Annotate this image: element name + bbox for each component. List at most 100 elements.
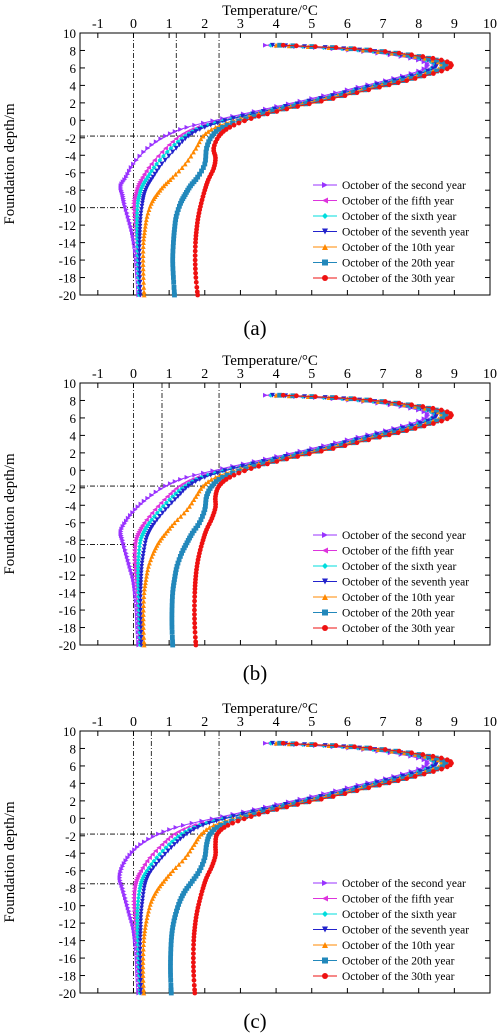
data-point [194,284,200,290]
data-point [251,811,257,817]
data-point [170,139,175,145]
data-point [256,113,262,119]
data-point [134,223,140,229]
data-point [172,142,177,148]
data-point [271,804,277,810]
data-point [173,570,178,576]
data-point [131,161,136,167]
data-point [173,912,178,917]
data-point [417,71,423,76]
x-tick-label: 6 [344,367,351,382]
x-tick-label: 5 [308,715,315,730]
data-point [211,131,217,137]
data-point [172,577,177,582]
data-point [183,486,189,491]
data-point [207,831,213,837]
data-point [136,603,142,608]
data-point [139,905,144,911]
data-point [172,842,177,847]
data-point [191,528,197,534]
y-tick-label: -18 [59,621,76,636]
data-point [141,171,147,177]
data-point [149,168,155,174]
data-point [189,845,195,851]
data-point [192,634,198,640]
data-point [191,934,197,940]
legend-label: October of the 20th year [342,608,455,620]
data-point [303,101,309,107]
data-point [138,912,144,917]
data-point [140,960,146,965]
data-point [123,174,129,180]
data-point [138,918,144,924]
data-point [170,174,176,180]
data-point [131,236,137,242]
data-point [172,223,178,229]
data-point [137,955,143,961]
data-point [215,120,220,126]
data-point [163,133,168,139]
data-point [144,915,150,921]
data-point [158,486,164,492]
data-point [204,494,209,499]
data-point [131,912,137,917]
data-point [225,822,231,828]
data-point [138,977,144,983]
data-point [174,564,180,569]
data-point [236,120,242,126]
data-point [141,598,147,604]
data-point [135,908,140,914]
y-tick-label: 0 [70,463,77,478]
data-point [180,488,186,494]
data-point [141,942,146,948]
data-point [141,885,147,891]
data-point [366,437,372,443]
data-point [306,101,312,107]
data-point [171,580,177,586]
data-point [152,520,158,526]
data-point [173,567,179,573]
data-point [383,780,389,786]
data-point [137,253,142,258]
data-point [200,165,206,170]
data-point [134,220,140,226]
data-point [147,855,152,861]
data-point [182,161,188,167]
data-point [230,814,236,819]
data-point [137,236,142,242]
y-tick-label: -2 [65,829,76,844]
data-point [142,931,147,937]
data-point [170,244,176,250]
y-tick-label: 8 [70,393,77,408]
data-point [439,418,444,424]
data-point [362,87,368,93]
data-point [444,416,450,422]
x-tick-label: 3 [237,715,244,730]
data-point [159,161,165,167]
data-point [434,68,439,74]
data-point [431,769,436,774]
data-point [185,851,191,857]
x-tick-label: 5 [308,17,315,32]
data-point [224,122,230,128]
y-tick-label: -4 [65,846,76,861]
data-point [192,616,197,622]
data-point [366,785,372,791]
data-point [191,876,197,882]
data-point [158,500,164,506]
data-point [150,834,156,839]
data-point [139,902,145,907]
data-point [168,990,174,996]
data-point [175,560,181,566]
data-point [170,248,176,254]
data-point [284,106,290,112]
data-point [405,52,411,58]
data-point [138,570,144,576]
data-point [140,198,146,204]
data-point [173,145,179,151]
legend-label: October of the 10th year [342,592,455,604]
data-point [118,869,124,875]
data-point [138,214,144,219]
data-point [251,113,257,119]
x-tick-label: 5 [308,367,315,382]
